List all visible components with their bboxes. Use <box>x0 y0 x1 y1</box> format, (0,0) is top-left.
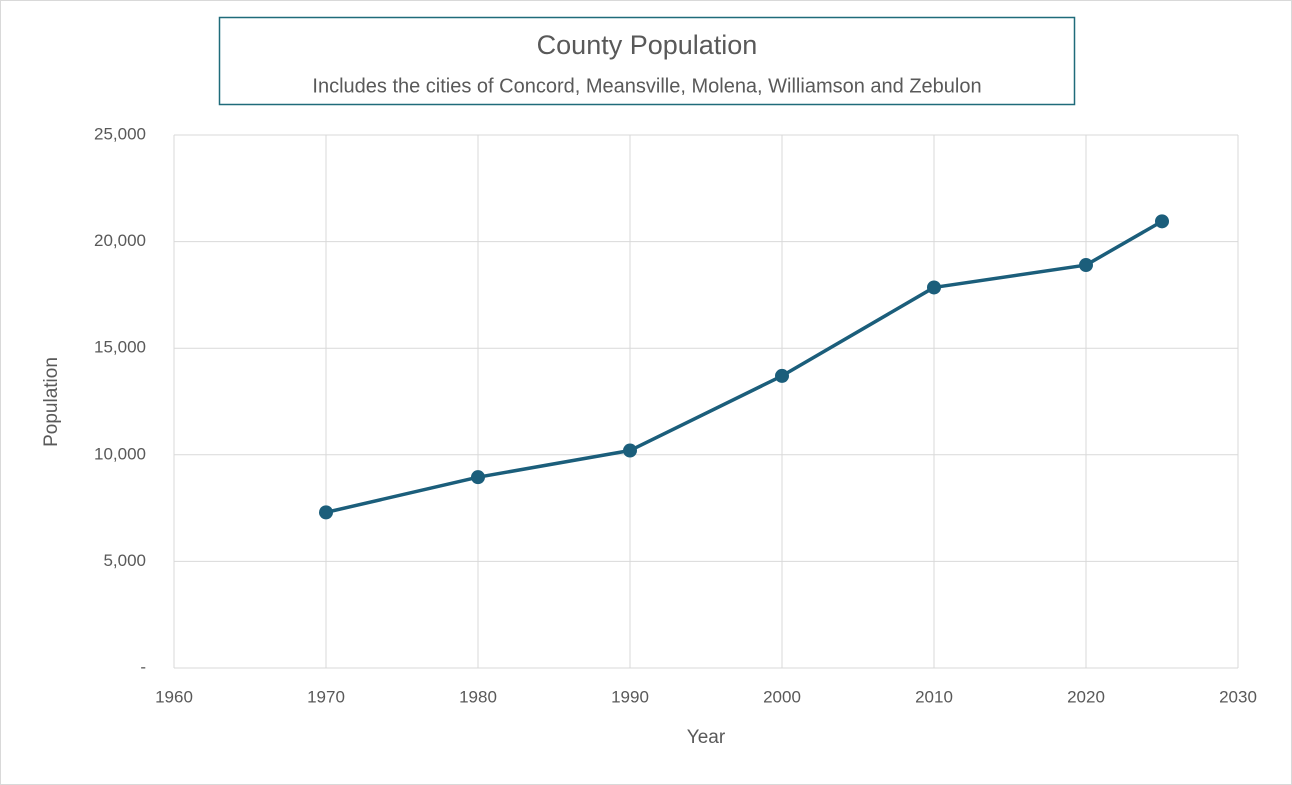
x-tick-label: 2030 <box>1219 687 1257 706</box>
data-point <box>319 505 333 520</box>
y-tick-label: 5,000 <box>103 551 146 570</box>
title-box <box>218 16 1076 106</box>
y-tick-label: 10,000 <box>94 444 146 463</box>
x-tick-label: 1970 <box>307 687 345 706</box>
y-tick-label: 20,000 <box>94 231 146 250</box>
y-tick-label: 15,000 <box>94 338 146 357</box>
y-axis-label: Population <box>41 357 62 447</box>
y-tick-label: - <box>140 657 146 676</box>
data-point <box>775 368 789 383</box>
data-point <box>927 280 941 295</box>
x-tick-label: 1990 <box>611 687 649 706</box>
x-tick-label: 1960 <box>155 687 193 706</box>
data-point <box>623 443 637 458</box>
x-tick-label: 1980 <box>459 687 497 706</box>
data-point <box>1079 258 1093 273</box>
data-point <box>1155 214 1169 229</box>
chart-title: County Population <box>537 30 758 60</box>
y-tick-label: 25,000 <box>94 124 146 143</box>
x-axis-label: Year <box>687 727 726 748</box>
x-tick-label: 2010 <box>915 687 953 706</box>
x-tick-label: 2000 <box>763 687 801 706</box>
chart-subtitle: Includes the cities of Concord, Meansvil… <box>312 75 981 97</box>
x-tick-label: 2020 <box>1067 687 1105 706</box>
data-point <box>471 470 485 485</box>
